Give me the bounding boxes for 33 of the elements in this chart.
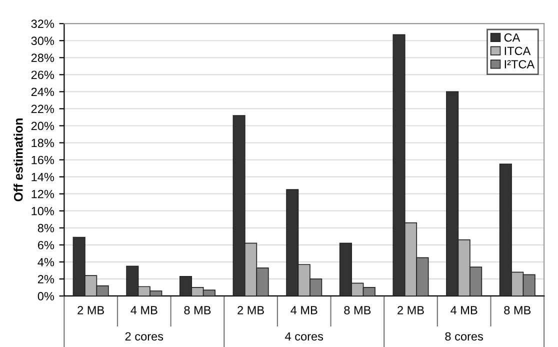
y-tick-label: 20% [31,122,54,130]
x-tick-label: 2 MB [78,306,104,314]
y-tick-label: 14% [32,172,54,182]
y-tick-label: 32% [31,20,54,28]
text: 4 cores [285,332,324,341]
x-tick-label: 4 MB [290,306,318,314]
y-tick-label: 10% [32,206,54,216]
x-tick-label: 8 MB [344,306,371,314]
x-tick-label: 8 MB [184,306,211,314]
y-tick-label: 16% [32,156,54,164]
y-tick-label: 4% [38,258,54,266]
y-tick-label: 24% [31,88,54,96]
y-tick-label: 28% [31,54,54,62]
x-tick-label: 4 MB [130,306,158,314]
x-tick-label: 8 MB [504,306,531,314]
y-tick-label: 0% [38,292,54,300]
y-tick-label: 18% [32,138,54,148]
y-tick-label: 22% [31,104,54,114]
legend-label: CA [504,33,520,42]
y-tick-label: 2% [38,275,54,284]
y-axis-title: Off estimation [14,118,23,202]
y-tick-label: 26% [31,70,54,80]
y-tick-label: 8% [38,224,54,232]
text: 8 cores [445,332,483,341]
x-tick-label: 4 MB [450,306,478,314]
legend-label: ITCA [504,46,531,56]
text: 2 cores [125,332,164,341]
legend-label: I²TCA [504,60,535,68]
y-tick-label: 6% [38,240,54,250]
y-tick-label: 30% [31,36,54,46]
y-tick-label: 12% [32,190,54,198]
x-tick-label: 2 MB [398,306,424,314]
x-tick-label: 2 MB [238,306,264,314]
